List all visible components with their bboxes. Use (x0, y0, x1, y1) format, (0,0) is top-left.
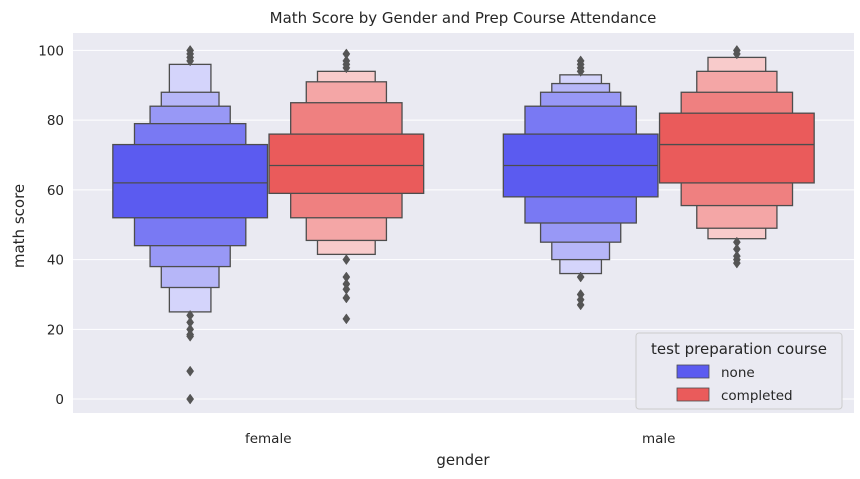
legend-swatch-completed (676, 387, 710, 402)
outlier-point (186, 330, 195, 342)
outlier-point (576, 299, 585, 311)
y-tick-labels: 0 20 40 60 80 100 (38, 43, 64, 408)
x-axis-label: gender (436, 451, 490, 469)
legend-entry-completed: completed (721, 388, 793, 404)
outlier-point (732, 257, 741, 269)
outlier-point (342, 313, 351, 325)
y-tick-label: 0 (55, 392, 64, 408)
outlier-point (342, 55, 351, 67)
outlier-point (342, 254, 351, 266)
boxen-box (268, 133, 425, 195)
y-tick-label: 100 (38, 43, 64, 59)
legend-entry-none: none (721, 365, 755, 381)
y-tick-label: 20 (47, 322, 64, 338)
y-axis-label: math score (10, 184, 28, 268)
x-tick-label: female (245, 431, 292, 447)
outlier-point (576, 271, 585, 283)
chart-title: Math Score by Gender and Prep Course Att… (270, 9, 657, 27)
x-tick-labels: female male (245, 431, 676, 447)
outlier-point (342, 292, 351, 304)
boxen-marks (112, 45, 815, 405)
y-tick-label: 60 (47, 183, 64, 199)
legend-swatch-none (676, 364, 710, 379)
outlier-point (732, 45, 741, 56)
legend-title: test preparation course (651, 340, 827, 358)
outlier-point (342, 48, 351, 60)
y-tick-label: 40 (47, 253, 64, 269)
outlier-point (576, 55, 585, 67)
y-tick-label: 80 (47, 113, 64, 129)
x-tick-label: male (642, 431, 675, 447)
legend: test preparation course none completed (635, 332, 843, 410)
boxen-box (658, 112, 815, 184)
outlier-point (186, 45, 195, 56)
outlier-point (186, 365, 195, 377)
outlier-point (186, 393, 195, 405)
boxen-box (112, 143, 269, 219)
